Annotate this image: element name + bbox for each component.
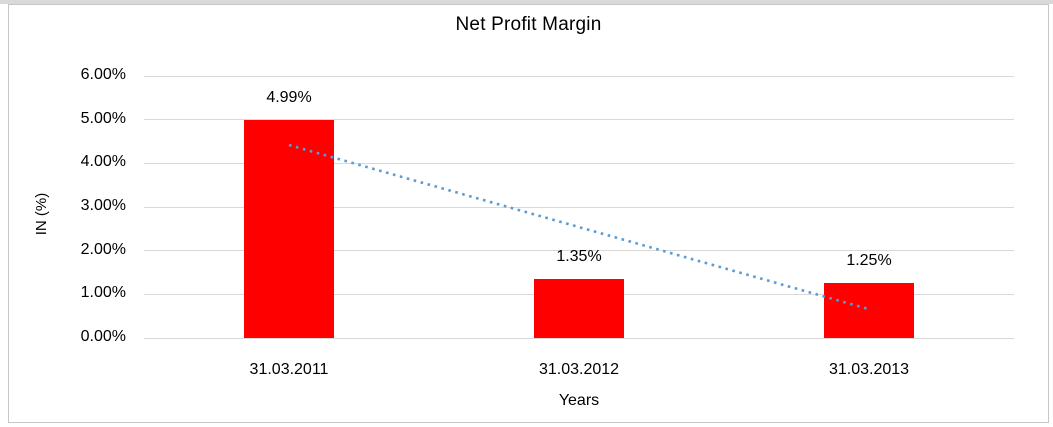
gridline (144, 206, 1014, 208)
y-axis-tick-label: 6.00% (80, 66, 126, 83)
bar-value-label: 1.35% (556, 248, 602, 266)
bar-31.03.2013 (824, 283, 914, 338)
y-axis-tick-label: 2.00% (80, 240, 126, 258)
x-axis-title: Years (558, 392, 600, 409)
y-axis-tick-label: 0.00% (80, 328, 126, 345)
gridline (144, 337, 1014, 339)
y-axis-tick-label: 1.00% (80, 284, 126, 302)
chart-title: Net Profit Margin (455, 14, 602, 35)
y-axis-tick-label: 3.00% (80, 197, 126, 214)
trendline (288, 143, 870, 311)
x-axis-category-label: 31.03.2013 (828, 361, 910, 378)
gridline (144, 162, 1014, 164)
plot-area: 4.99% 1.35% 1.25% (144, 75, 1014, 339)
bar-31.03.2011 (244, 120, 334, 338)
gridline (144, 119, 1014, 121)
y-axis-tick-label: 4.00% (80, 153, 126, 171)
bar-value-label: 1.25% (846, 252, 892, 270)
chart-frame: Net Profit Margin IN (%) 4.99% 1.35% 1.25%… (8, 4, 1049, 423)
trendline-path (288, 143, 870, 311)
x-axis-category-label: 31.03.2012 (538, 361, 620, 378)
window-top-edge-strip (0, 0, 1053, 4)
bar-value-label: 4.99% (266, 89, 312, 107)
gridline (144, 75, 1014, 77)
y-axis-tick-label: 5.00% (80, 109, 126, 127)
gridline (144, 250, 1014, 252)
bar-31.03.2012 (534, 279, 624, 338)
x-axis-category-label: 31.03.2011 (249, 361, 329, 378)
